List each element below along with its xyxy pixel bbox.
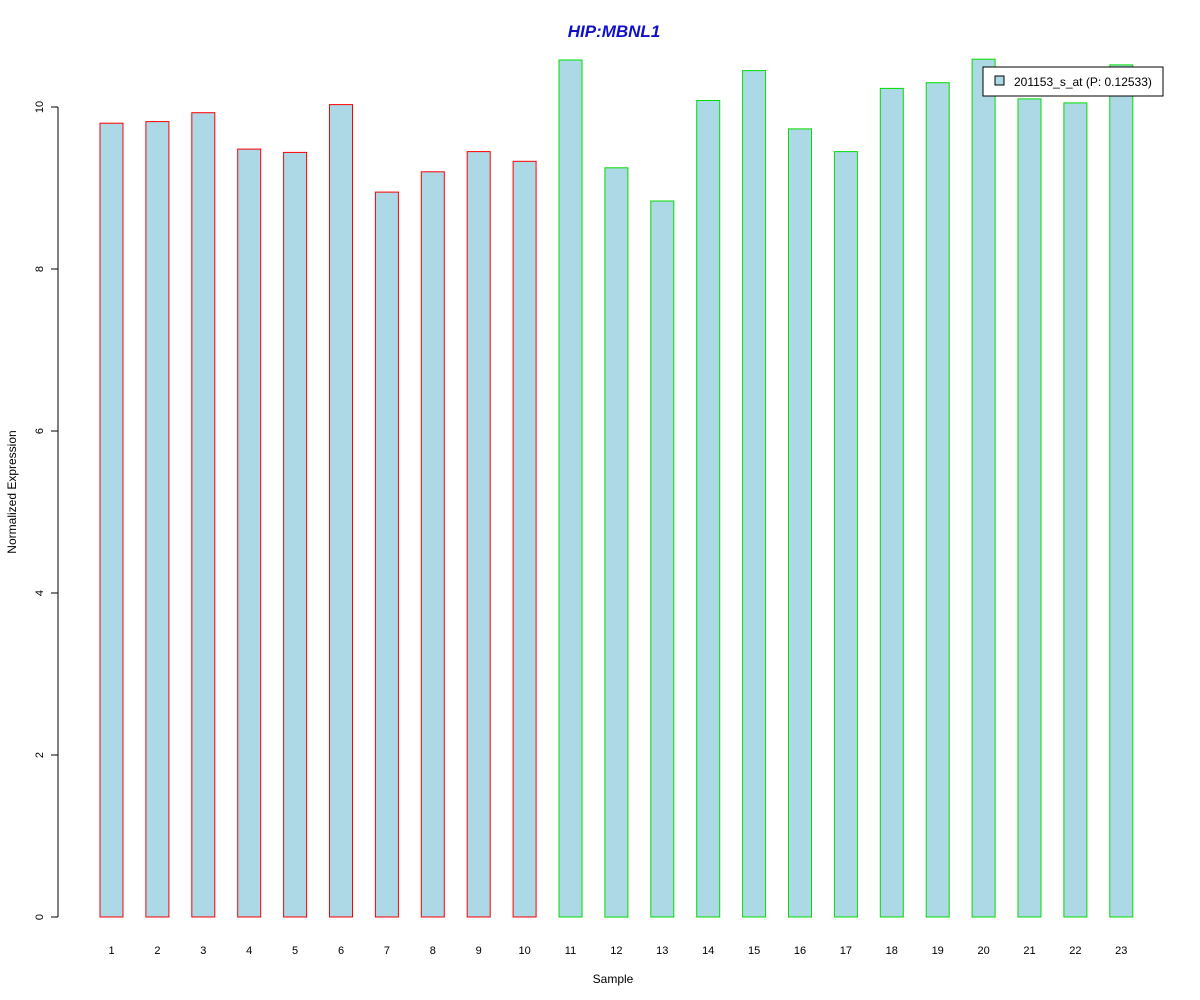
y-tick-label: 6 <box>34 428 46 434</box>
y-tick-label: 10 <box>34 101 46 113</box>
legend: 201153_s_at (P: 0.12533) <box>982 66 1164 97</box>
legend-label: 201153_s_at (P: 0.12533) <box>1014 75 1152 89</box>
legend-swatch <box>994 75 1005 86</box>
y-axis: 0 2 4 6 8 10 <box>34 101 59 920</box>
y-tick-label: 4 <box>34 590 46 596</box>
bar-sample-8 <box>420 171 445 918</box>
bar-sample-7 <box>374 191 399 918</box>
y-tick-label: 2 <box>34 752 46 758</box>
x-tick-label: 4 <box>246 945 252 957</box>
legend-box <box>982 66 1164 97</box>
x-tick-label: 13 <box>656 945 668 957</box>
bar-sample-2 <box>145 121 170 918</box>
bar-sample-1 <box>99 122 124 918</box>
bars <box>99 58 1134 918</box>
bar-sample-13 <box>650 200 675 918</box>
x-tick-label: 14 <box>702 945 714 957</box>
bar-sample-4 <box>237 148 262 918</box>
chart-title: HIP:MBNL1 <box>568 22 661 41</box>
x-tick-label: 2 <box>154 945 160 957</box>
y-tick-label: 0 <box>34 914 46 920</box>
x-axis-label: Sample <box>593 972 634 986</box>
bar-sample-11 <box>558 59 583 918</box>
bar-sample-18 <box>879 87 904 918</box>
x-tick-label: 9 <box>476 945 482 957</box>
bar-sample-12 <box>604 167 629 918</box>
bar-sample-3 <box>191 112 216 918</box>
bar-sample-6 <box>329 104 353 918</box>
x-tick-label: 19 <box>932 945 944 957</box>
bar-sample-10 <box>512 160 537 918</box>
x-tick-label: 7 <box>384 945 390 957</box>
bar-sample-5 <box>283 151 308 918</box>
x-tick-label: 17 <box>840 945 852 957</box>
x-tick-label: 21 <box>1023 945 1035 957</box>
x-tick-label: 5 <box>292 945 298 957</box>
y-tick-label: 8 <box>34 266 46 272</box>
bar-sample-22 <box>1063 102 1088 918</box>
x-tick-label: 3 <box>200 945 206 957</box>
x-tick-label: 22 <box>1069 945 1081 957</box>
bar-sample-23 <box>1109 64 1134 918</box>
x-tick-label: 1 <box>108 945 114 957</box>
x-tick-label: 18 <box>886 945 898 957</box>
x-tick-label: 20 <box>977 945 989 957</box>
x-tick-label: 11 <box>565 945 576 957</box>
bar-sample-14 <box>696 100 721 918</box>
bar-sample-15 <box>742 70 767 918</box>
x-tick-label: 15 <box>748 945 760 957</box>
x-tick-label: 12 <box>610 945 622 957</box>
bar-sample-21 <box>1017 98 1042 918</box>
x-tick-label: 10 <box>518 945 530 957</box>
x-tick-labels: 1 2 3 4 5 6 7 8 9 10 11 12 13 14 15 16 17 18 19 20 21 22 23 <box>108 945 1127 957</box>
bar-sample-20 <box>971 58 996 918</box>
bar-sample-16 <box>788 128 812 918</box>
bar-sample-17 <box>833 151 858 918</box>
bar-sample-19 <box>925 82 950 918</box>
x-tick-label: 8 <box>430 945 436 957</box>
bar-sample-9 <box>466 151 491 918</box>
x-tick-label: 16 <box>794 945 806 957</box>
x-tick-label: 23 <box>1115 945 1127 957</box>
x-tick-label: 6 <box>338 945 344 957</box>
y-axis-label: Normalized Expression <box>5 430 19 553</box>
